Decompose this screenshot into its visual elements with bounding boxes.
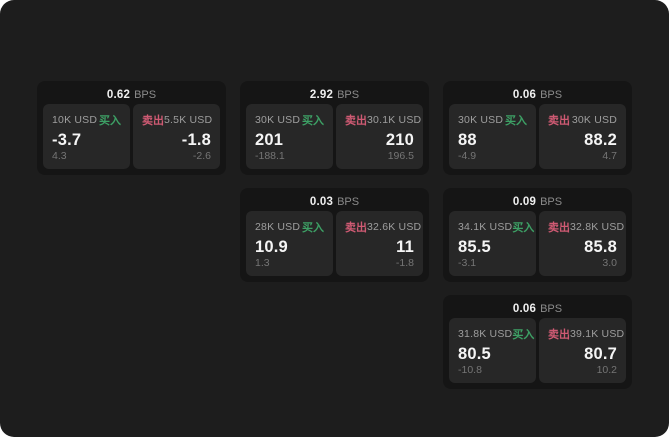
sell-price: 88.2	[584, 131, 617, 149]
sell-side-label: 卖出	[142, 115, 164, 127]
sell-price: -1.8	[181, 131, 211, 149]
sell-side-label: 卖出	[548, 329, 570, 341]
buy-size-label: 30K USD	[458, 114, 504, 126]
sell-size-label: 30.1K USD	[367, 114, 422, 126]
buy-size-label: 28K USD	[255, 221, 301, 233]
spread-card: 0.62 BPS 10K USD 买入 -3.7 4.3 卖出 5.5K USD…	[37, 81, 226, 175]
sell-sub-value: 10.2	[596, 364, 617, 376]
buy-side-label: 买入	[99, 115, 121, 127]
spread-card: 0.03 BPS 28K USD 买入 10.9 1.3 卖出 32.6K US…	[240, 188, 429, 282]
bps-header: 2.92 BPS	[246, 86, 423, 104]
sell-panel[interactable]: 卖出 30K USD 88.2 4.7	[539, 104, 626, 169]
buy-price: 85.5	[458, 238, 491, 256]
buy-size-label: 30K USD	[255, 114, 301, 126]
buy-sub-value: 4.3	[52, 150, 67, 162]
sell-price: 80.7	[584, 345, 617, 363]
bps-unit-label: BPS	[337, 196, 360, 208]
sell-price: 85.8	[584, 238, 617, 256]
bps-header: 0.09 BPS	[449, 193, 626, 211]
bps-header: 0.06 BPS	[449, 86, 626, 104]
buy-side-label: 买入	[302, 222, 324, 234]
sell-side-label: 卖出	[548, 222, 570, 234]
sell-sub-value: 3.0	[602, 257, 617, 269]
buy-price: 80.5	[458, 345, 491, 363]
sell-size-label: 32.8K USD	[570, 221, 625, 233]
buy-price: 201	[255, 131, 284, 149]
sell-side-label: 卖出	[548, 115, 570, 127]
sell-panel[interactable]: 卖出 32.6K USD 11 -1.8	[336, 211, 423, 276]
buy-price: 88	[458, 131, 477, 149]
buy-size-label: 10K USD	[52, 114, 98, 126]
sell-sub-value: 196.5	[387, 150, 414, 162]
card-body: 30K USD 买入 88 -4.9 卖出 30K USD 88.2 4.7	[449, 104, 626, 169]
sell-size-label: 39.1K USD	[570, 328, 625, 340]
buy-panel[interactable]: 31.8K USD 买入 80.5 -10.8	[449, 318, 536, 383]
buy-size-label: 34.1K USD	[458, 221, 513, 233]
bps-unit-label: BPS	[337, 89, 360, 101]
sell-sub-value: -2.6	[192, 150, 211, 162]
buy-panel[interactable]: 30K USD 买入 201 -188.1	[246, 104, 333, 169]
spread-card: 2.92 BPS 30K USD 买入 201 -188.1 卖出 30.1K …	[240, 81, 429, 175]
bps-unit-label: BPS	[134, 89, 157, 101]
sell-price: 210	[385, 131, 414, 149]
sell-sub-value: -1.8	[395, 257, 414, 269]
sell-size-label: 5.5K USD	[164, 114, 213, 126]
sell-panel[interactable]: 卖出 30.1K USD 210 196.5	[336, 104, 423, 169]
card-body: 34.1K USD 买入 85.5 -3.1 卖出 32.8K USD 85.8…	[449, 211, 626, 276]
bps-value: 0.06	[512, 89, 537, 101]
sell-side-label: 卖出	[345, 115, 367, 127]
bps-unit-label: BPS	[540, 196, 563, 208]
sell-panel[interactable]: 卖出 5.5K USD -1.8 -2.6	[133, 104, 220, 169]
bps-value: 0.09	[512, 196, 537, 208]
bps-header: 0.62 BPS	[43, 86, 220, 104]
buy-sub-value: -4.9	[458, 150, 477, 162]
card-body: 31.8K USD 买入 80.5 -10.8 卖出 39.1K USD 80.…	[449, 318, 626, 383]
bps-unit-label: BPS	[540, 303, 563, 315]
sell-size-label: 30K USD	[571, 114, 617, 126]
buy-panel[interactable]: 30K USD 买入 88 -4.9	[449, 104, 536, 169]
bps-value: 2.92	[309, 89, 334, 101]
buy-sub-value: 1.3	[255, 257, 270, 269]
buy-panel[interactable]: 28K USD 买入 10.9 1.3	[246, 211, 333, 276]
buy-panel[interactable]: 10K USD 买入 -3.7 4.3	[43, 104, 130, 169]
buy-size-label: 31.8K USD	[458, 328, 513, 340]
sell-size-label: 32.6K USD	[367, 221, 422, 233]
sell-panel[interactable]: 卖出 39.1K USD 80.7 10.2	[539, 318, 626, 383]
sell-price: 11	[396, 238, 414, 256]
bps-value: 0.06	[512, 303, 537, 315]
buy-sub-value: -188.1	[255, 150, 285, 162]
buy-side-label: 买入	[302, 115, 324, 127]
spread-card: 0.09 BPS 34.1K USD 买入 85.5 -3.1 卖出 32.8K…	[443, 188, 632, 282]
sell-panel[interactable]: 卖出 32.8K USD 85.8 3.0	[539, 211, 626, 276]
buy-side-label: 买入	[512, 222, 535, 234]
bps-header: 0.06 BPS	[449, 300, 626, 318]
spread-card: 0.06 BPS 31.8K USD 买入 80.5 -10.8 卖出 39.1…	[443, 295, 632, 389]
bps-header: 0.03 BPS	[246, 193, 423, 211]
spread-card: 0.06 BPS 30K USD 买入 88 -4.9 卖出 30K USD 8…	[443, 81, 632, 175]
bps-value: 0.62	[106, 89, 131, 101]
sell-sub-value: 4.7	[602, 150, 617, 162]
card-body: 30K USD 买入 201 -188.1 卖出 30.1K USD 210 1…	[246, 104, 423, 169]
bps-value: 0.03	[309, 196, 334, 208]
card-body: 10K USD 买入 -3.7 4.3 卖出 5.5K USD -1.8 -2.…	[43, 104, 220, 169]
sell-side-label: 卖出	[345, 222, 367, 234]
bps-unit-label: BPS	[540, 89, 563, 101]
card-body: 28K USD 买入 10.9 1.3 卖出 32.6K USD 11 -1.8	[246, 211, 423, 276]
buy-price: 10.9	[255, 238, 288, 256]
buy-side-label: 买入	[512, 329, 535, 341]
card-grid: 0.62 BPS 10K USD 买入 -3.7 4.3 卖出 5.5K USD…	[37, 81, 632, 389]
buy-panel[interactable]: 34.1K USD 买入 85.5 -3.1	[449, 211, 536, 276]
buy-sub-value: -3.1	[458, 257, 477, 269]
buy-sub-value: -10.8	[458, 364, 482, 376]
buy-side-label: 买入	[505, 115, 527, 127]
buy-price: -3.7	[52, 131, 82, 149]
